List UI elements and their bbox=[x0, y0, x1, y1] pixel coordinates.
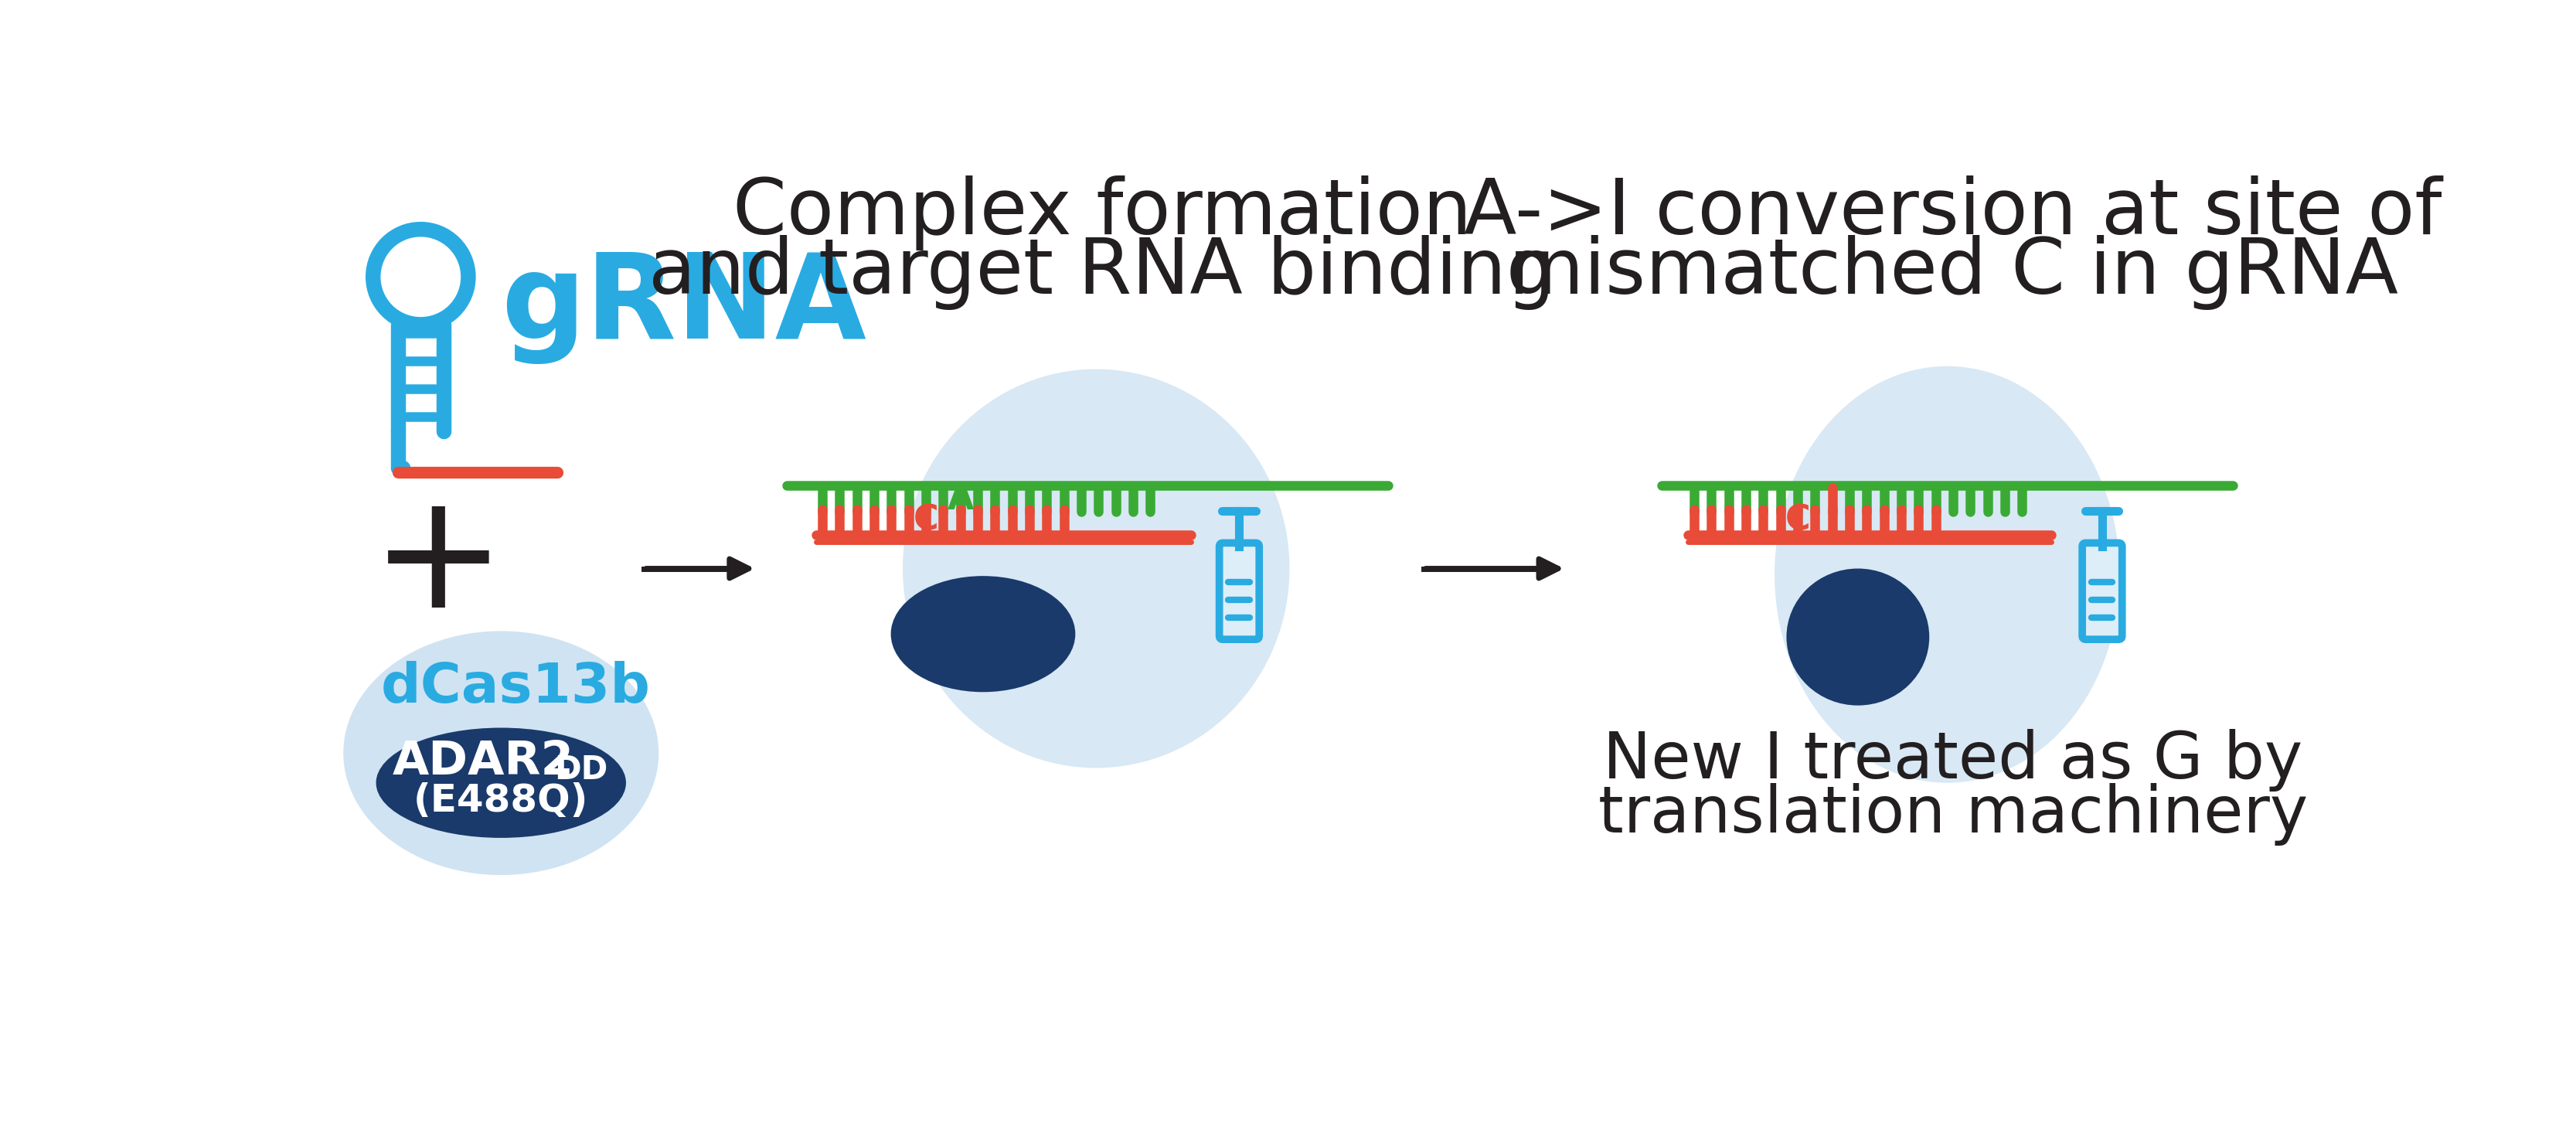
Text: C: C bbox=[914, 504, 938, 536]
Text: A->I conversion at site of: A->I conversion at site of bbox=[1463, 176, 2442, 250]
FancyBboxPatch shape bbox=[1218, 543, 1260, 639]
Text: Complex formation: Complex formation bbox=[732, 176, 1471, 250]
Ellipse shape bbox=[376, 728, 626, 837]
Ellipse shape bbox=[891, 576, 1074, 692]
Text: mismatched C in gRNA: mismatched C in gRNA bbox=[1510, 236, 2398, 310]
Text: translation machinery: translation machinery bbox=[1597, 783, 2308, 845]
Text: and target RNA binding: and target RNA binding bbox=[649, 236, 1556, 310]
Ellipse shape bbox=[1775, 366, 2120, 783]
Text: ADAR2: ADAR2 bbox=[392, 739, 574, 784]
Text: (E488Q): (E488Q) bbox=[415, 782, 587, 819]
Text: +: + bbox=[371, 485, 505, 640]
Text: DD: DD bbox=[554, 754, 608, 786]
FancyBboxPatch shape bbox=[2081, 543, 2123, 639]
Text: dCas13b: dCas13b bbox=[381, 660, 652, 715]
Ellipse shape bbox=[902, 370, 1291, 767]
Text: New I treated as G by: New I treated as G by bbox=[1602, 729, 2303, 792]
Ellipse shape bbox=[1788, 568, 1929, 706]
Text: A: A bbox=[948, 483, 974, 516]
Text: gRNA: gRNA bbox=[500, 249, 866, 364]
Ellipse shape bbox=[343, 631, 659, 875]
Text: C: C bbox=[1785, 504, 1811, 536]
